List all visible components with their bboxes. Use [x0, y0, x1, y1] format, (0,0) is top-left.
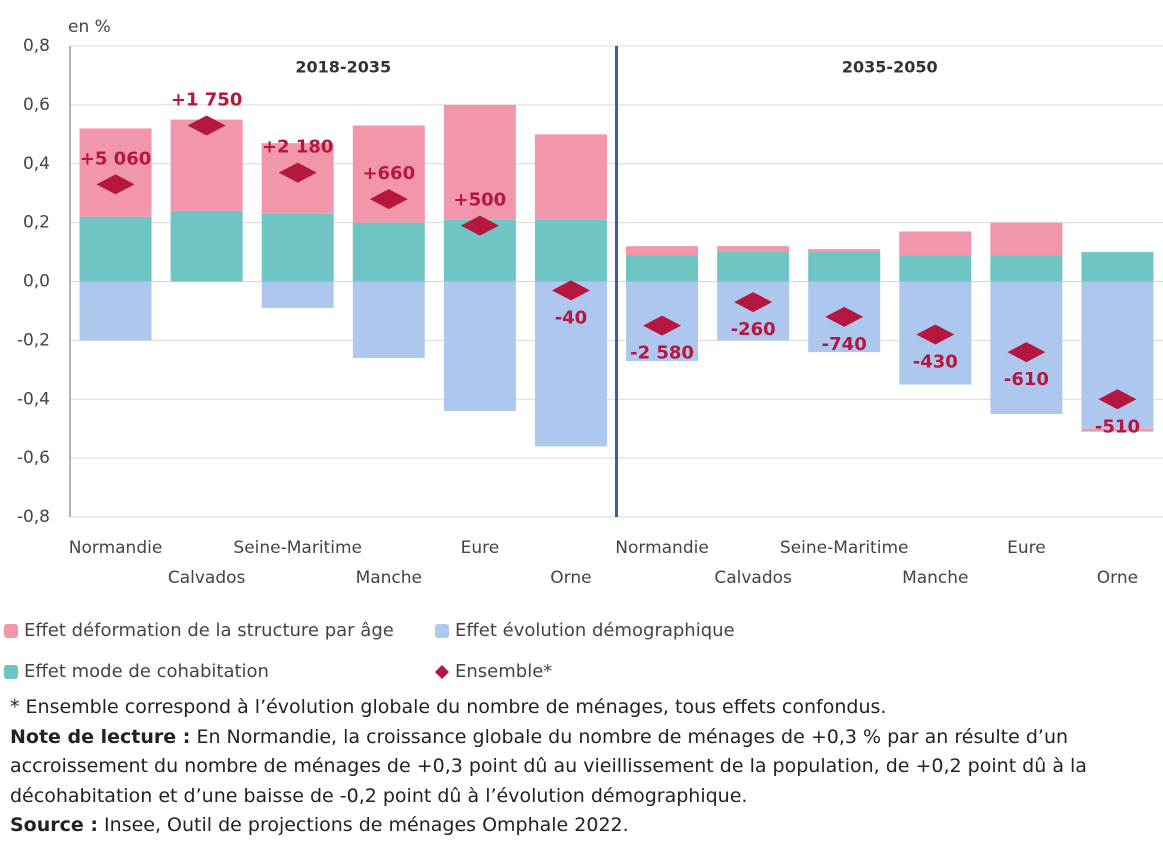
value-label: +1 750 [171, 89, 242, 110]
legend-label: Ensemble* [455, 661, 552, 682]
ensemble-marker [369, 189, 408, 210]
bar-segment [261, 213, 334, 282]
y-tick-label: -0,8 [17, 507, 50, 527]
bar-segment [626, 246, 699, 256]
value-label: -610 [1004, 369, 1049, 390]
bar-segment [534, 281, 607, 447]
bar-segment [899, 255, 972, 282]
x-tick-label: Orne [1097, 568, 1138, 588]
bar-segment [443, 281, 516, 412]
footnote: * Ensemble correspond à l’évolution glob… [10, 696, 887, 718]
x-tick-label: Calvados [714, 568, 792, 588]
x-tick-label: Eure [1007, 538, 1046, 558]
source-text: Insee, Outil de projections de ménages O… [104, 814, 629, 836]
value-label: -740 [822, 334, 867, 355]
legend-marker [435, 624, 449, 638]
ensemble-marker [96, 174, 135, 195]
y-tick-label: 0,6 [23, 95, 50, 115]
ensemble-marker [551, 280, 590, 301]
legend-label: Effet évolution démographique [455, 620, 735, 641]
ensemble-marker [825, 306, 864, 327]
x-tick-label: Manche [902, 568, 968, 588]
value-label: +5 060 [80, 148, 151, 169]
x-tick-label: Seine-Maritime [233, 538, 362, 558]
value-label: +2 180 [262, 137, 333, 158]
value-label: -260 [731, 319, 776, 340]
chart: en % -0,8 -0,6 -0,4 -0,2 0,0 0,2 0,4 0,6 0,8 2018… [4, 17, 1163, 682]
bar-segment [808, 252, 881, 282]
bar-segment [717, 252, 790, 282]
y-tick-label: -0,6 [17, 448, 50, 468]
value-label: -2 580 [630, 343, 694, 364]
y-tick-label: 0,0 [23, 272, 50, 292]
bar-segment [534, 219, 607, 282]
bar-segment [170, 210, 243, 282]
bar-segment [899, 231, 972, 256]
x-tick-label: Manche [356, 568, 422, 588]
reading-note: Note de lecture : En Normandie, la crois… [10, 723, 1155, 812]
x-tick-label: Eure [461, 538, 500, 558]
legend-label: Effet mode de cohabitation [24, 661, 269, 682]
x-tick-label: Calvados [168, 568, 246, 588]
ensemble-marker [278, 162, 317, 183]
notes: * Ensemble correspond à l’évolution glob… [10, 693, 1155, 841]
y-tick-label: -0,2 [17, 330, 50, 350]
bar-segment [352, 281, 425, 359]
bar-segment [990, 255, 1063, 282]
legend-label: Effet déformation de la structure par âg… [24, 620, 394, 641]
x-tick-label: Orne [550, 568, 591, 588]
y-tick-label: -0,4 [17, 389, 50, 409]
legend-marker [435, 665, 449, 679]
y-tick-label: 0,4 [23, 154, 50, 174]
bar-segment [717, 246, 790, 253]
legend-marker [4, 665, 18, 679]
x-tick-label: Seine-Maritime [780, 538, 909, 558]
ensemble-marker [734, 292, 773, 313]
source: Source : Insee, Outil de projections de … [10, 811, 1155, 841]
reading-text: En Normandie, la croissance globale du n… [10, 725, 1087, 807]
value-label: -430 [913, 351, 958, 372]
bar-segment [261, 281, 334, 308]
ensemble-marker [1098, 389, 1137, 410]
ensemble-marker [1007, 342, 1046, 363]
x-tick-label: Normandie [69, 538, 163, 558]
bar-segment [443, 104, 516, 220]
source-label: Source : [10, 814, 98, 836]
bar-segment [352, 222, 425, 282]
value-label: +660 [362, 163, 415, 184]
bar-segment [79, 281, 152, 341]
bar-segment [1081, 252, 1154, 282]
group-label: 2035-2050 [842, 58, 938, 77]
bar-segment [534, 134, 607, 220]
x-tick-label: Normandie [615, 538, 709, 558]
ensemble-marker [187, 115, 226, 136]
bar-segment [990, 222, 1063, 256]
value-label: -40 [555, 307, 588, 328]
bar-segment [626, 255, 699, 282]
ensemble-marker [916, 324, 955, 345]
bar-segment [808, 249, 881, 253]
y-tick-label: 0,8 [23, 36, 50, 56]
bar-segment [1081, 428, 1154, 432]
bar-segment [79, 128, 152, 217]
ensemble-marker [643, 315, 682, 336]
value-label: -510 [1095, 416, 1140, 437]
reading-label: Note de lecture : [10, 725, 191, 748]
ensemble-marker [460, 215, 499, 236]
y-tick-label: 0,2 [23, 213, 50, 233]
value-label: +500 [454, 190, 507, 211]
bar-segment [79, 216, 152, 282]
group-label: 2018-2035 [295, 58, 391, 77]
legend-marker [4, 624, 18, 638]
y-unit-label: en % [68, 17, 111, 37]
